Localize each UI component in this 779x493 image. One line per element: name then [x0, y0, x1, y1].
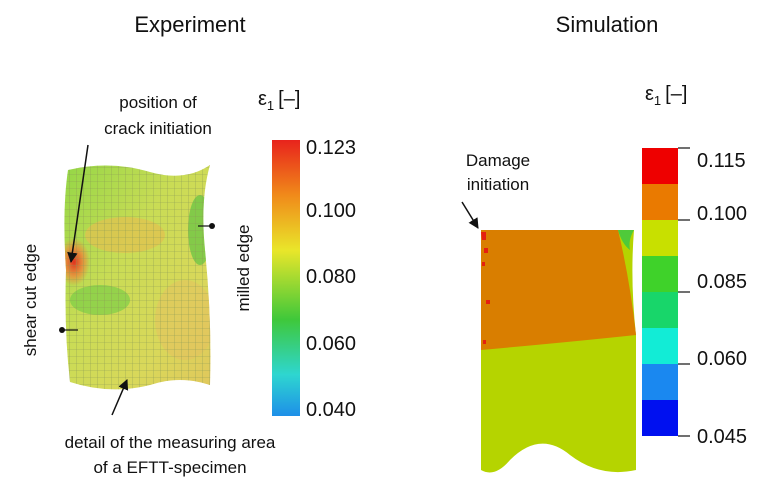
- arrow: [111, 379, 129, 416]
- annotation: milled edge: [234, 225, 253, 312]
- colorbar: [642, 148, 678, 436]
- legend-tick-label: 0.060: [697, 348, 747, 370]
- legend-tick-label: 0.045: [697, 426, 747, 448]
- legend-tick-label: 0.085: [697, 271, 747, 293]
- legend-tick-label: 0.060: [306, 333, 356, 355]
- annotation: crack initiation: [104, 119, 212, 138]
- legend-title: ε1 [–]: [645, 83, 687, 108]
- legend-tick-label: 0.100: [306, 200, 356, 222]
- pointer-dot: [209, 223, 215, 229]
- colorbar: [272, 140, 300, 416]
- annotation: Damage: [466, 151, 530, 170]
- annotation: initiation: [467, 175, 529, 194]
- panel-title: Experiment: [134, 12, 245, 37]
- annotation: of a EFTT-specimen: [93, 458, 246, 477]
- legend-ticks: 0.123 0.100 0.080 0.060 0.040: [306, 137, 356, 421]
- specimen: [64, 165, 211, 390]
- legend-tick-label: 0.100: [697, 203, 747, 225]
- pointer-dot: [59, 327, 65, 333]
- legend-ticks: 0.115 0.100 0.085 0.060 0.045: [678, 147, 747, 448]
- legend-tick-label: 0.115: [697, 150, 746, 172]
- legend-tick-label: 0.123: [306, 137, 356, 159]
- annotation: detail of the measuring area: [65, 433, 276, 452]
- legend-title: ε1 [–]: [258, 88, 300, 113]
- arrow: [67, 144, 89, 264]
- panel-title: Simulation: [556, 12, 659, 37]
- legend-tick-label: 0.040: [306, 399, 356, 421]
- legend-tick-label: 0.080: [306, 266, 356, 288]
- simulation-specimen: [481, 230, 636, 473]
- arrow: [461, 201, 479, 229]
- annotation: position of: [119, 93, 197, 112]
- annotation: shear cut edge: [21, 244, 40, 356]
